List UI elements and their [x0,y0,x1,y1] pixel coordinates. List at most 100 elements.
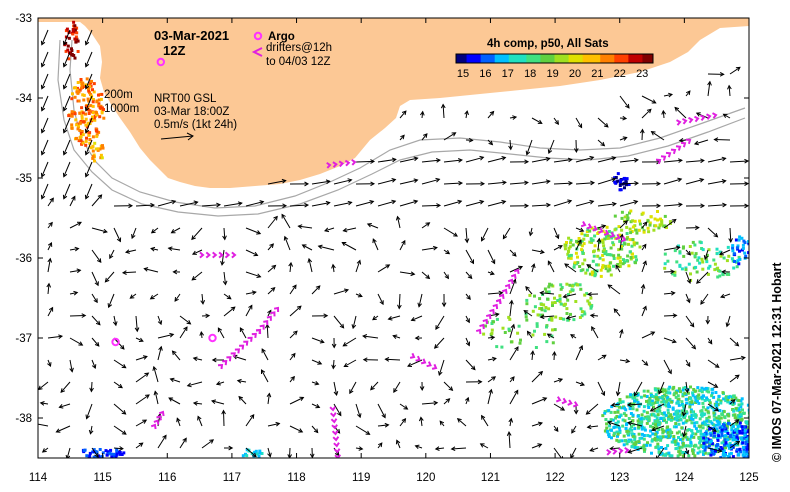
sst-pixel [676,412,680,416]
current-vector-head [38,385,43,391]
current-vector [174,293,181,302]
current-vector-head [714,363,720,368]
sst-pixel [722,397,726,401]
drifter-chevron [567,399,573,406]
y-tick-label: -34 [15,93,32,105]
current-vector [729,419,739,427]
current-vector [267,243,274,251]
sst-pixel [602,248,606,252]
drifter-chevron [222,360,228,366]
sst-pixel [754,418,757,421]
sst-pixel [663,266,667,270]
current-vector [399,271,415,275]
sst-pixel [630,445,634,449]
sst-pixel [716,398,720,402]
sst-pixel [660,412,664,415]
current-vector-head [579,227,585,232]
sst-pixel [705,260,709,264]
sst-pixel [691,240,695,244]
sst-pixel [714,446,718,450]
current-vector-head [678,202,683,208]
sst-pixel [610,236,614,240]
current-vector-head [464,396,470,402]
sst-pixel [703,451,707,455]
drifter-chevron [270,311,276,317]
sst-pixel [703,412,707,416]
colorbar-segment [508,54,513,63]
current-vector-head [317,244,323,250]
current-vector [223,202,242,207]
current-vector [465,337,470,346]
sst-pixel [733,416,737,420]
sst-pixel [684,268,688,272]
current-vector-head [491,259,496,265]
sst-pixel [490,331,494,335]
sst-pixel [738,447,742,451]
sst-pixel [615,425,619,429]
sst-pixel [699,432,703,436]
current-vector-head [649,407,655,412]
sst-pixel [86,108,90,112]
sst-pixel [575,283,579,287]
current-vector-head [221,409,226,415]
current-vector-head [719,71,725,77]
current-vector [41,139,49,155]
sst-pixel [717,414,721,418]
current-vector-head [109,254,114,260]
sst-pixel [713,449,717,453]
current-vector-head [296,305,302,311]
sst-pixel [676,401,680,405]
current-vector [333,381,338,396]
current-vector-head [169,332,175,338]
sst-pixel [719,254,723,258]
current-vector-head [586,424,592,430]
sst-pixel [738,257,742,261]
current-vector [547,333,555,339]
sst-pixel [660,222,664,226]
sst-pixel [712,411,716,415]
sst-pixel [723,416,727,420]
current-vector-head [524,180,529,186]
current-vector-head [489,110,495,116]
colorbar-segment [607,54,612,63]
current-vector-head [331,343,337,349]
current-vector [597,117,609,128]
current-vector [509,249,517,257]
sst-pixel [619,245,623,248]
sst-pixel [702,420,706,424]
current-vector [729,357,745,361]
sst-pixel [676,394,680,398]
sst-pixel [670,416,674,419]
sst-pixel [633,427,637,431]
current-vector-head [670,269,676,275]
sst-pixel [657,226,661,230]
sst-pixel [622,412,626,416]
sst-pixel [684,266,688,270]
current-vector-head [222,235,227,241]
current-vector-head [523,310,529,315]
sst-pixel [86,123,90,127]
colorbar-segment [473,54,478,63]
sst-pixel [652,405,655,409]
colorbar-title: 4h comp, p50, All Sats [487,38,609,50]
current-vector-head [200,300,206,305]
sst-pixel [708,401,712,405]
sst-pixel [589,306,593,310]
colorbar-segment [540,54,545,63]
current-vector-head [372,315,377,321]
sst-pixel [607,435,611,438]
current-vector [377,158,396,163]
sst-pixel [633,219,637,223]
current-vector-head [384,422,390,428]
sst-pixel [750,409,753,412]
sst-pixel [90,79,93,83]
current-vector [197,416,203,427]
sst-pixel [608,268,612,272]
current-vector [157,333,174,339]
colorbar-tick-label: 16 [479,68,491,80]
sst-pixel [110,455,114,458]
colorbar-segment [575,54,580,63]
sst-pixel [560,286,564,289]
sst-pixel [620,247,624,251]
current-vector [619,220,628,229]
